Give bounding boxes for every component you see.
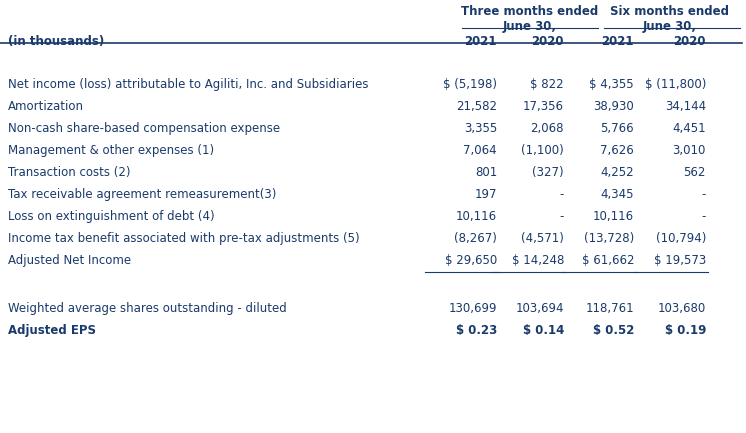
Text: Three months ended: Three months ended [461,5,598,18]
Text: Adjusted Net Income: Adjusted Net Income [8,254,131,267]
Text: Amortization: Amortization [8,100,84,113]
Text: 7,064: 7,064 [463,144,497,157]
Text: 10,116: 10,116 [456,210,497,223]
Text: $ 822: $ 822 [530,78,564,91]
Text: 2020: 2020 [674,35,706,48]
Text: $ 61,662: $ 61,662 [581,254,634,267]
Text: Non-cash share-based compensation expense: Non-cash share-based compensation expens… [8,122,280,135]
Text: (in thousands): (in thousands) [8,35,104,48]
Text: $ 4,355: $ 4,355 [589,78,634,91]
Text: 118,761: 118,761 [586,302,634,315]
Text: -: - [560,210,564,223]
Text: June 30,: June 30, [643,20,697,33]
Text: -: - [702,210,706,223]
Text: 34,144: 34,144 [665,100,706,113]
Text: Loss on extinguishment of debt (4): Loss on extinguishment of debt (4) [8,210,215,223]
Text: Income tax benefit associated with pre-tax adjustments (5): Income tax benefit associated with pre-t… [8,232,360,245]
Text: 4,252: 4,252 [601,166,634,179]
Text: 17,356: 17,356 [523,100,564,113]
Text: $ 0.19: $ 0.19 [665,324,706,337]
Text: $ 29,650: $ 29,650 [445,254,497,267]
Text: 2,068: 2,068 [530,122,564,135]
Text: 21,582: 21,582 [456,100,497,113]
Text: 5,766: 5,766 [601,122,634,135]
Text: -: - [702,188,706,201]
Text: $ 14,248: $ 14,248 [512,254,564,267]
Text: 2020: 2020 [531,35,564,48]
Text: 562: 562 [683,166,706,179]
Text: (4,571): (4,571) [521,232,564,245]
Text: $ 0.14: $ 0.14 [523,324,564,337]
Text: 130,699: 130,699 [448,302,497,315]
Text: $ (11,800): $ (11,800) [645,78,706,91]
Text: 3,355: 3,355 [464,122,497,135]
Text: 103,694: 103,694 [515,302,564,315]
Text: Adjusted EPS: Adjusted EPS [8,324,96,337]
Text: Weighted average shares outstanding - diluted: Weighted average shares outstanding - di… [8,302,286,315]
Text: 197: 197 [474,188,497,201]
Text: 38,930: 38,930 [593,100,634,113]
Text: 4,451: 4,451 [672,122,706,135]
Text: 103,680: 103,680 [658,302,706,315]
Text: 10,116: 10,116 [593,210,634,223]
Text: -: - [560,188,564,201]
Text: $ 19,573: $ 19,573 [653,254,706,267]
Text: June 30,: June 30, [503,20,557,33]
Text: 801: 801 [474,166,497,179]
Text: $ 0.52: $ 0.52 [592,324,634,337]
Text: 3,010: 3,010 [673,144,706,157]
Text: Tax receivable agreement remeasurement(3): Tax receivable agreement remeasurement(3… [8,188,276,201]
Text: (327): (327) [533,166,564,179]
Text: Six months ended: Six months ended [610,5,730,18]
Text: (13,728): (13,728) [584,232,634,245]
Text: $ 0.23: $ 0.23 [456,324,497,337]
Text: Management & other expenses (1): Management & other expenses (1) [8,144,214,157]
Text: 7,626: 7,626 [601,144,634,157]
Text: Transaction costs (2): Transaction costs (2) [8,166,131,179]
Text: (10,794): (10,794) [656,232,706,245]
Text: (8,267): (8,267) [454,232,497,245]
Text: Net income (loss) attributable to Agiliti, Inc. and Subsidiaries: Net income (loss) attributable to Agilit… [8,78,369,91]
Text: 4,345: 4,345 [601,188,634,201]
Text: 2021: 2021 [601,35,634,48]
Text: $ (5,198): $ (5,198) [443,78,497,91]
Text: (1,100): (1,100) [521,144,564,157]
Text: 2021: 2021 [465,35,497,48]
